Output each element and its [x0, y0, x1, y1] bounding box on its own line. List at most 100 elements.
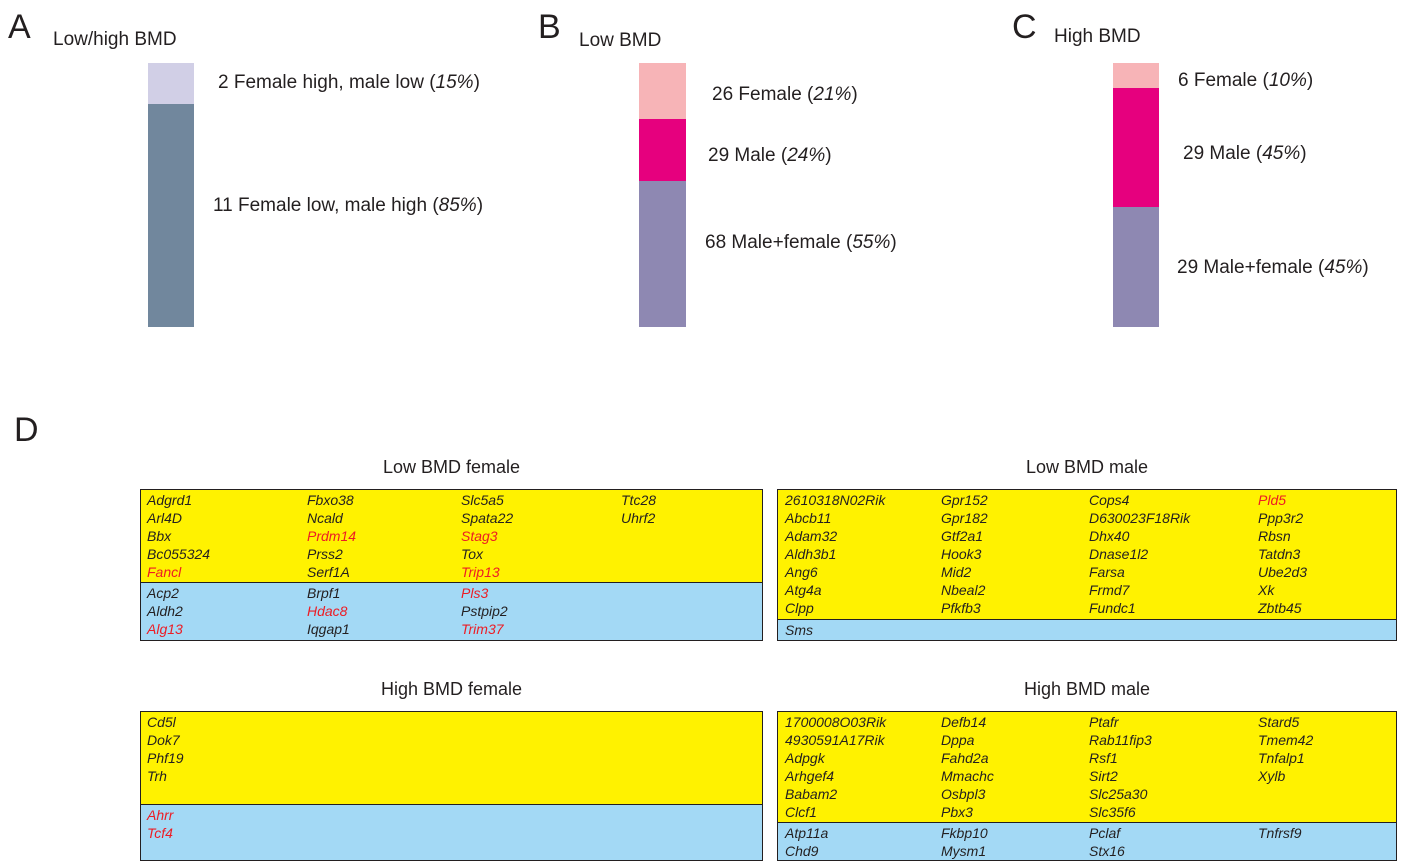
gene-name: Ube2d3	[1258, 564, 1308, 580]
gene-name: Alg13	[147, 621, 183, 637]
gene-name: Tatdn3	[1258, 546, 1301, 562]
gene-name: Ang6	[785, 564, 818, 580]
bar-label-text: 2 Female high, male low (	[218, 72, 436, 93]
gene-name: Sms	[785, 622, 813, 638]
gene-name: Slc5a5	[461, 492, 504, 508]
bar-label-percent: 45%	[1324, 257, 1363, 278]
gene-name: Osbpl3	[941, 786, 986, 802]
gene-name: Rsf1	[1089, 750, 1118, 766]
gene-name: Serf1A	[307, 564, 350, 580]
gene-name: D630023F18Rik	[1089, 510, 1191, 526]
bar-label-c-2: 29 Male+female (45%)	[1177, 257, 1369, 278]
bar-label-percent: 85%	[438, 195, 477, 216]
gene-name: Pld5	[1258, 492, 1287, 508]
bar-segment-b-0	[639, 63, 686, 119]
bar-label-c-0: 6 Female (10%)	[1178, 70, 1314, 91]
gene-name: Bbx	[147, 528, 172, 544]
gene-name: Defb14	[941, 714, 987, 730]
gene-name: Acp2	[147, 585, 179, 601]
gene-name: Adpgk	[785, 750, 825, 766]
gene-name: 1700008O03Rik	[785, 714, 887, 730]
bar-segment-a-1	[148, 103, 194, 327]
gene-name: Tnfalp1	[1258, 750, 1305, 766]
gene-name: Nbeal2	[941, 582, 986, 598]
gene-name: 4930591A17Rik	[785, 732, 885, 748]
gene-name: Fahd2a	[941, 750, 989, 766]
gene-name: Hdac8	[307, 603, 348, 619]
gene-name: Pclaf	[1089, 825, 1121, 841]
gene-name: Dnase1l2	[1089, 546, 1149, 562]
bar-segment-c-2	[1113, 207, 1159, 327]
bar-segment-c-0	[1113, 63, 1159, 88]
gene-name: Mid2	[941, 564, 972, 580]
bar-label-text: 29 Male (	[708, 145, 788, 166]
gene-name: Adgrd1	[147, 492, 193, 508]
bar-label-a-1: 11 Female low, male high (85%)	[213, 195, 484, 216]
gene-table-high-bmd-male: 1700008O03Rik 4930591A17Rik Adpgk Arhgef4 Ba…	[777, 711, 1397, 861]
gene-name: Arl4D	[147, 510, 183, 526]
gene-section-blue: Acp2 Aldh2 Alg13 Brpf1 Hdac8 Iqgap1 Pls3 Pstpip…	[141, 582, 762, 640]
gene-name: Trip13	[461, 564, 500, 580]
gene-name: Prdm14	[307, 528, 357, 544]
gene-name: Prss2	[307, 546, 343, 562]
gene-name: Hook3	[941, 546, 982, 562]
bar-label-text: 68 Male+female (	[705, 232, 853, 253]
gene-name: Ptafr	[1089, 714, 1119, 730]
bar-segment-b-1	[639, 118, 686, 182]
table-title-low-bmd-female: Low BMD female	[382, 457, 521, 477]
gene-name: Brpf1	[307, 585, 341, 601]
gene-name: Slc25a30	[1089, 786, 1148, 802]
gene-name: Trim37	[461, 621, 504, 637]
gene-name: Atg4a	[785, 582, 822, 598]
bar-segment-b-2	[639, 181, 686, 327]
gene-name: Dok7	[147, 732, 180, 748]
gene-name: Stx16	[1089, 843, 1125, 859]
bar-label-c-1: 29 Male (45%)	[1183, 143, 1307, 164]
gene-name: 2610318N02Rik	[785, 492, 886, 508]
gene-name: Pbx3	[941, 804, 973, 820]
gene-section-yellow: 2610318N02Rik Abcb11 Adam32 Aldh3b1 Ang6 Atg4…	[778, 490, 1396, 619]
bar-label-b-1: 29 Male (24%)	[708, 145, 832, 166]
gene-table-high-bmd-female: Cd5l Dok7 Phf19 Trh Ahrr Tcf4	[140, 711, 763, 861]
bar-label-percent: 24%	[787, 145, 826, 166]
gene-name: Iqgap1	[307, 621, 350, 637]
gene-name: Cd5l	[147, 714, 176, 730]
gene-name: Gtf2a1	[941, 528, 984, 544]
bar-label-text: 11 Female low, male high (	[213, 195, 439, 216]
gene-section-blue: Atp11a Chd9 Fkbp10 Mysm1 Pclaf Stx16 Tnfrsf9	[778, 822, 1396, 860]
gene-name: Xk	[1258, 582, 1275, 598]
panel-a-title: Low/high BMD	[53, 29, 177, 50]
gene-name: Aldh3b1	[785, 546, 837, 562]
gene-name: Phf19	[147, 750, 184, 766]
gene-name: Fancl	[147, 564, 182, 580]
gene-name: Bc055324	[147, 546, 211, 562]
panel-letter-c: C	[1012, 8, 1037, 46]
gene-name: Rab11fip3	[1089, 732, 1152, 748]
gene-name: Uhrf2	[621, 510, 656, 526]
gene-section-blue: Sms	[778, 619, 1396, 640]
gene-name: Tmem42	[1258, 732, 1314, 748]
table-title-low-bmd-male: Low BMD male	[1025, 457, 1149, 477]
gene-name: Fkbp10	[941, 825, 988, 841]
gene-section-blue: Ahrr Tcf4	[141, 804, 762, 860]
gene-name: Aldh2	[147, 603, 183, 619]
gene-section-yellow: Adgrd1 Arl4D Bbx Bc055324 Fancl Fbxo38 Ncald Pr…	[141, 490, 762, 582]
gene-name: Arhgef4	[785, 768, 835, 784]
gene-name: Mysm1	[941, 843, 987, 859]
gene-name: Rbsn	[1258, 528, 1291, 544]
table-title-high-bmd-male: High BMD male	[1023, 679, 1151, 699]
gene-name: Stard5	[1258, 714, 1300, 730]
bar-label-percent: 55%	[852, 232, 891, 253]
gene-name: Chd9	[785, 843, 819, 859]
gene-table-low-bmd-male: 2610318N02Rik Abcb11 Adam32 Aldh3b1 Ang6 Atg4…	[777, 489, 1397, 641]
gene-name: Sirt2	[1089, 768, 1118, 784]
bar-label-a-0: 2 Female high, male low (15%)	[218, 72, 480, 93]
gene-section-yellow: Cd5l Dok7 Phf19 Trh	[141, 712, 762, 804]
bar-label-percent: 10%	[1268, 70, 1307, 91]
gene-name: Babam2	[785, 786, 838, 802]
gene-name: Cops4	[1089, 492, 1130, 508]
panel-letter-d: D	[14, 411, 39, 449]
panel-letter-b: B	[538, 8, 561, 46]
bar-label-b-2: 68 Male+female (55%)	[705, 232, 897, 253]
bar-label-text: 29 Male (	[1183, 143, 1263, 164]
